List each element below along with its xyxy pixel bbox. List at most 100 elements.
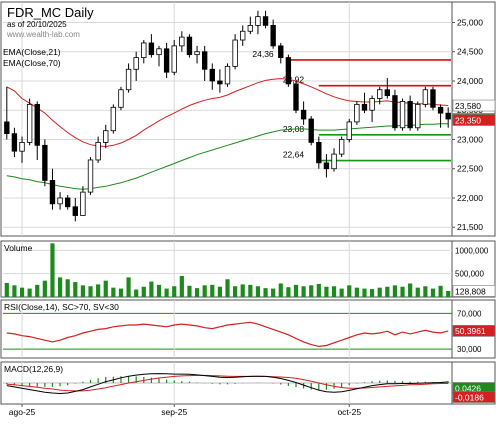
candle-8 bbox=[65, 195, 71, 210]
candle-body-54 bbox=[415, 103, 421, 129]
volume-bar-38 bbox=[293, 284, 299, 297]
candle-50 bbox=[384, 78, 390, 99]
candle-40 bbox=[308, 116, 314, 146]
price-last-tag-0: 23,580 bbox=[455, 101, 481, 111]
volume-bar-45 bbox=[347, 285, 352, 297]
candle-body-8 bbox=[65, 197, 71, 208]
ema70-line bbox=[6, 123, 449, 190]
candle-body-26 bbox=[201, 51, 208, 70]
volume-bar-39 bbox=[301, 286, 306, 297]
candle-body-48 bbox=[369, 98, 375, 111]
chart-subtitle: as of 20/10/2025 bbox=[7, 20, 67, 29]
candle-10 bbox=[80, 186, 86, 216]
candle-16 bbox=[125, 63, 132, 93]
volume-tick-label-1: 500,000 bbox=[455, 270, 484, 279]
volume-bar-40 bbox=[309, 285, 314, 297]
candle-body-29 bbox=[224, 65, 231, 85]
volume-bar-20 bbox=[156, 284, 162, 297]
candle-body-31 bbox=[240, 30, 246, 41]
candle-34 bbox=[262, 10, 269, 29]
x-tick-label-2: oct-25 bbox=[337, 407, 361, 417]
candle-37 bbox=[285, 54, 292, 87]
candle-body-30 bbox=[232, 39, 238, 67]
volume-bar-57 bbox=[438, 285, 443, 297]
candle-body-43 bbox=[331, 153, 337, 170]
x-tick-label-1: sep-25 bbox=[161, 407, 187, 417]
macd-last-tag-1: -0,0186 bbox=[455, 392, 484, 402]
volume-bar-8 bbox=[65, 279, 70, 297]
candle-30 bbox=[232, 34, 238, 70]
price-pane: 25,00024,50024,00023,50023,00022,50022,0… bbox=[0, 1, 496, 237]
candle-0 bbox=[4, 86, 10, 140]
candle-body-21 bbox=[163, 48, 170, 73]
volume-last-tag: 128,808 bbox=[455, 286, 486, 296]
volume-bar-4 bbox=[35, 284, 40, 297]
candle-body-45 bbox=[346, 121, 352, 140]
volume-bar-6 bbox=[50, 243, 55, 297]
candle-9 bbox=[72, 197, 78, 222]
chart-title: FDR_MC Daily bbox=[7, 5, 94, 20]
candle-27 bbox=[209, 63, 215, 90]
candle-42 bbox=[323, 154, 330, 178]
candle-15 bbox=[118, 86, 124, 111]
candle-39 bbox=[300, 101, 307, 125]
volume-bar-15 bbox=[118, 288, 124, 297]
level-label-3: 22,64 bbox=[283, 150, 305, 160]
watermark: www.wealth-lab.com bbox=[6, 30, 80, 39]
candle-body-23 bbox=[179, 36, 185, 47]
price-last-tag-0-box bbox=[452, 99, 496, 112]
level-label-0: 24,36 bbox=[252, 49, 274, 59]
candle-body-32 bbox=[247, 24, 254, 32]
volume-bar-27 bbox=[210, 284, 215, 297]
candle-25 bbox=[194, 45, 200, 64]
candle-body-42 bbox=[323, 162, 330, 170]
candle-21 bbox=[163, 42, 170, 79]
candle-body-9 bbox=[72, 206, 78, 216]
candle-body-17 bbox=[133, 57, 139, 70]
price-tick-label-6: 22,000 bbox=[457, 193, 483, 203]
candle-7 bbox=[57, 192, 63, 210]
candle-20 bbox=[156, 45, 162, 67]
candle-22 bbox=[171, 40, 177, 76]
candle-body-28 bbox=[217, 80, 223, 85]
x-axis: ago-25 sep-25 oct-25 bbox=[9, 404, 361, 417]
volume-bar-25 bbox=[194, 288, 200, 297]
candle-body-18 bbox=[141, 42, 147, 58]
volume-bar-5 bbox=[42, 280, 47, 297]
candle-38 bbox=[293, 80, 299, 114]
candle-body-41 bbox=[316, 141, 322, 164]
volume-bar-31 bbox=[240, 284, 245, 297]
volume-bar-30 bbox=[233, 286, 238, 297]
candle-11 bbox=[87, 157, 94, 196]
candle-body-36 bbox=[278, 45, 284, 58]
candle-body-20 bbox=[156, 48, 162, 56]
macd-pane-label: MACD(12,26,9) bbox=[4, 364, 63, 374]
candle-47 bbox=[361, 92, 368, 114]
price-tick-label-7: 21,500 bbox=[457, 222, 483, 232]
volume-bar-13 bbox=[103, 280, 108, 297]
candle-body-13 bbox=[103, 130, 109, 143]
volume-bar-42 bbox=[324, 286, 329, 297]
candle-18 bbox=[141, 40, 147, 64]
candle-body-10 bbox=[80, 191, 86, 216]
candle-1 bbox=[11, 127, 18, 158]
candle-55 bbox=[422, 86, 429, 108]
level-label-1: 23,92 bbox=[283, 75, 305, 85]
volume-bar-10 bbox=[80, 285, 85, 297]
volume-bar-35 bbox=[271, 288, 276, 297]
volume-bar-14 bbox=[111, 287, 116, 297]
candle-35 bbox=[270, 19, 276, 49]
candle-54 bbox=[415, 101, 421, 131]
volume-bar-53 bbox=[408, 283, 413, 297]
candle-body-53 bbox=[407, 101, 413, 129]
candle-28 bbox=[217, 69, 223, 93]
candle-26 bbox=[201, 45, 208, 81]
candle-32 bbox=[247, 16, 254, 35]
candle-body-58 bbox=[445, 112, 451, 120]
volume-bar-21 bbox=[164, 288, 169, 297]
rsi-pane: 70,000 30,000 50,3961 bbox=[0, 299, 496, 359]
macd-last-tag-1-box bbox=[452, 391, 496, 403]
candle-5 bbox=[42, 139, 48, 187]
volume-bar-41 bbox=[316, 283, 321, 297]
